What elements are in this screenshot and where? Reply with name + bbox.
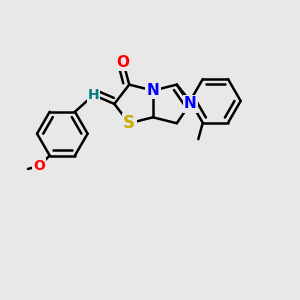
Text: H: H [88,88,99,102]
Text: O: O [117,55,130,70]
Text: O: O [33,159,45,173]
Text: N: N [184,96,196,111]
Text: S: S [123,114,135,132]
Text: N: N [147,83,159,98]
